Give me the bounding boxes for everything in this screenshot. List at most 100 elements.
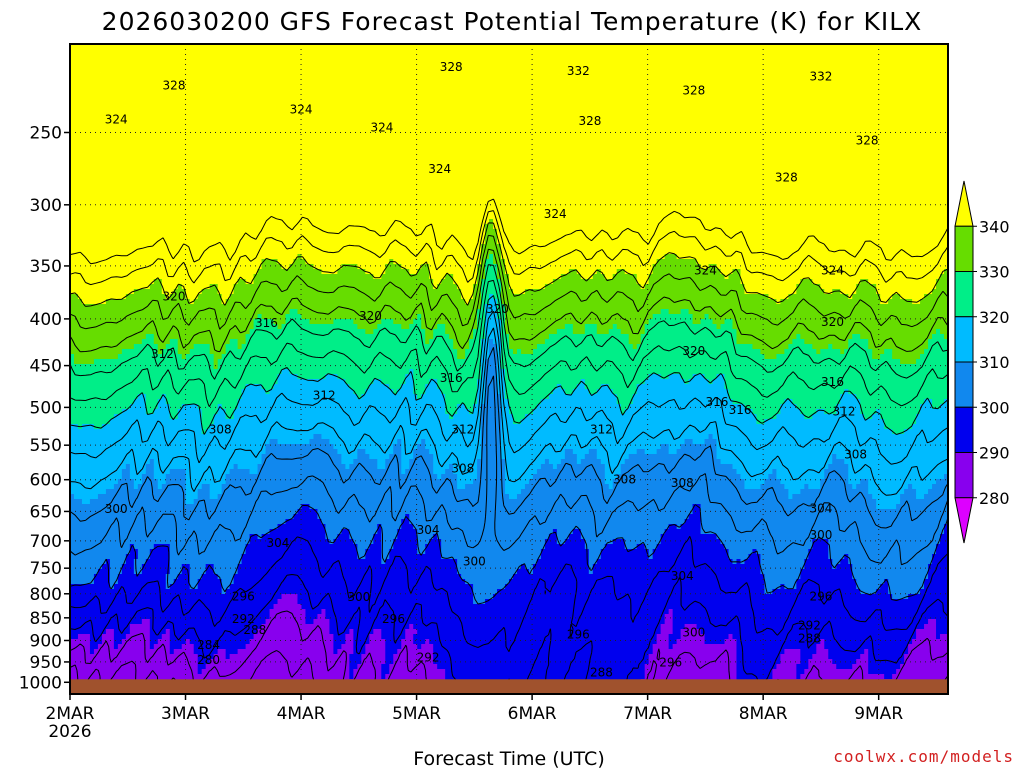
field-cell <box>540 399 618 405</box>
field-cell <box>628 334 642 340</box>
field-cell <box>477 384 486 390</box>
field-cell <box>257 269 323 275</box>
field-cell <box>788 344 813 350</box>
field-cell <box>253 319 275 325</box>
field-cell <box>736 649 785 655</box>
ground-surface <box>70 679 948 694</box>
field-cell <box>736 469 773 475</box>
contour-label: 308 <box>209 423 232 437</box>
field-cell <box>692 439 706 445</box>
field-cell <box>185 474 227 480</box>
field-cell <box>165 474 187 480</box>
field-cell <box>760 554 809 560</box>
field-cell <box>636 279 650 285</box>
field-cell <box>353 669 382 675</box>
field-cell <box>600 549 650 555</box>
field-cell <box>73 494 99 500</box>
field-cell <box>385 559 458 565</box>
field-cell <box>904 654 949 660</box>
field-cell <box>389 549 418 555</box>
field-cell <box>261 624 331 630</box>
field-cell <box>780 409 801 415</box>
field-cell <box>157 404 171 410</box>
field-cell <box>425 384 438 390</box>
field-cell <box>353 539 374 545</box>
field-cell <box>485 314 498 320</box>
field-cell <box>177 284 183 290</box>
field-cell <box>800 674 885 680</box>
field-cell <box>453 414 482 420</box>
field-cell <box>840 394 857 400</box>
field-cell <box>421 264 430 270</box>
field-cell <box>261 454 342 460</box>
field-cell <box>892 354 921 360</box>
field-cell <box>81 499 91 505</box>
field-cell <box>393 449 402 455</box>
field-cell <box>848 479 861 485</box>
field-cell <box>832 289 841 295</box>
field-cell <box>429 269 478 275</box>
field-cell <box>704 374 718 380</box>
field-cell <box>932 404 941 410</box>
field-cell <box>532 474 606 480</box>
field-cell <box>141 569 171 575</box>
field-cell <box>385 659 394 665</box>
field-cell <box>141 339 155 345</box>
field-cell <box>381 319 394 325</box>
field-cell <box>409 464 434 470</box>
field-cell <box>473 404 482 410</box>
field-cell <box>512 574 766 580</box>
field-cell <box>884 424 913 430</box>
field-cell <box>505 269 570 275</box>
field-cell <box>816 649 829 655</box>
field-cell <box>70 239 486 245</box>
field-cell <box>876 284 937 290</box>
field-cell <box>70 359 75 365</box>
contour-label: 320 <box>486 302 509 316</box>
contour-line-300 <box>69 504 949 605</box>
field-cell <box>129 624 151 630</box>
field-cell <box>732 319 949 325</box>
field-cell <box>265 444 334 450</box>
contour-line-304 <box>69 375 949 566</box>
field-cell <box>505 484 526 490</box>
field-cell <box>776 664 797 670</box>
field-cell <box>70 194 949 200</box>
field-cell <box>936 634 941 640</box>
field-cell <box>548 459 562 465</box>
field-cell <box>429 264 478 270</box>
field-cell <box>117 574 167 580</box>
field-cell <box>445 329 474 335</box>
field-cell <box>744 559 762 565</box>
field-cell <box>636 389 730 395</box>
field-cell <box>748 554 762 560</box>
x-tick-label: 3MAR <box>161 704 210 724</box>
field-cell <box>728 549 754 555</box>
field-cell <box>832 659 857 665</box>
field-cell <box>560 459 578 465</box>
source-credit[interactable]: coolwx.com/models <box>833 747 1014 766</box>
field-cell <box>133 289 163 295</box>
field-cell <box>425 444 482 450</box>
field-cell <box>405 379 414 385</box>
field-cell <box>636 274 650 280</box>
field-cell <box>225 349 458 355</box>
field-cell <box>70 519 287 525</box>
field-cell <box>393 539 418 545</box>
field-cell <box>864 414 873 420</box>
field-cell <box>417 529 554 535</box>
field-cell <box>265 449 338 455</box>
field-cell <box>233 414 450 420</box>
field-cell <box>580 459 602 465</box>
field-cell <box>213 654 227 660</box>
field-cell <box>457 284 474 290</box>
field-cell <box>600 554 650 560</box>
field-cell <box>716 444 949 450</box>
field-cell <box>441 539 546 545</box>
contour-label: 328 <box>578 114 601 128</box>
field-cell <box>189 574 203 580</box>
field-cell <box>457 484 466 490</box>
field-cell <box>381 529 398 535</box>
contour-label: 320 <box>163 290 186 304</box>
field-cell <box>860 589 877 595</box>
